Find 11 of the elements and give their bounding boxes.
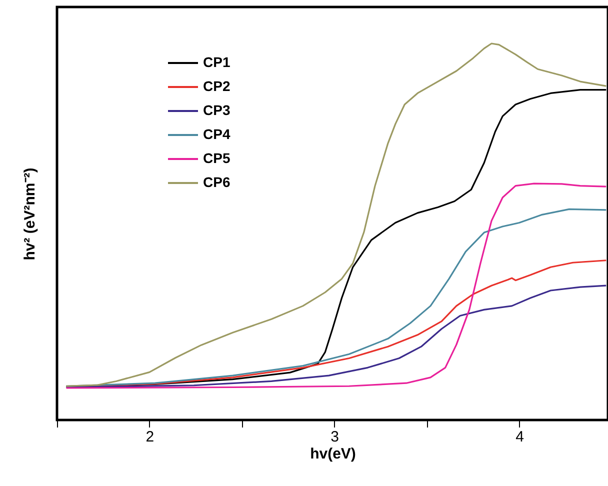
- x-tick-label: 3: [330, 428, 340, 446]
- legend-label: CP1: [203, 54, 230, 70]
- legend-label: CP3: [203, 102, 230, 118]
- legend-label: CP5: [203, 150, 230, 166]
- legend-label: CP2: [203, 78, 230, 94]
- x-axis-title: hv(eV): [310, 446, 356, 462]
- y-axis-title: hv² (eV²nm⁻²): [22, 168, 38, 260]
- legend-label: CP4: [203, 126, 230, 142]
- legend-label: CP6: [203, 174, 230, 190]
- x-tick-label: 4: [516, 428, 524, 446]
- x-tick-label: 2: [146, 428, 154, 446]
